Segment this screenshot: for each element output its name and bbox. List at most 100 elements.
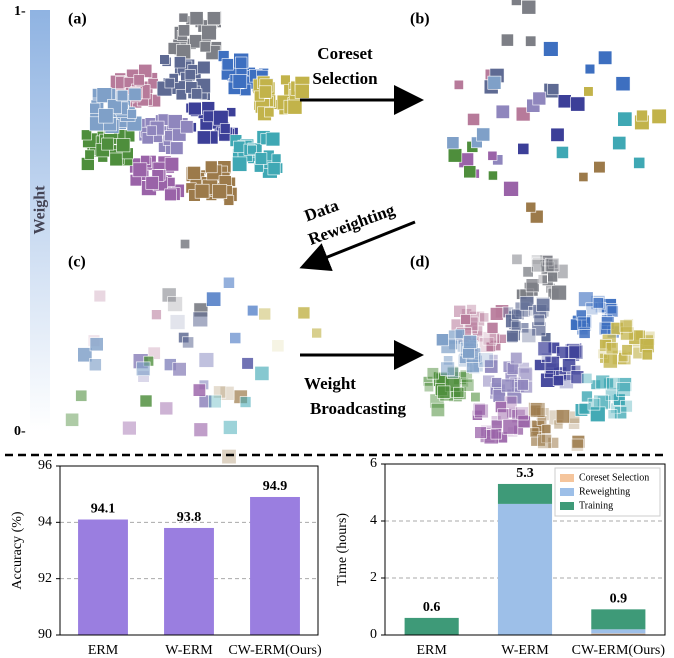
image-thumb: [164, 77, 175, 89]
image-thumb: [641, 349, 653, 361]
image-thumb: [219, 123, 231, 134]
arrow-label: Selection: [312, 69, 378, 88]
image-thumb: [192, 311, 209, 328]
image-thumb: [201, 24, 217, 41]
image-thumb: [488, 170, 498, 181]
image-thumb: [525, 201, 537, 213]
image-thumb: [109, 152, 124, 167]
image-thumb: [619, 319, 633, 333]
image-thumb: [199, 41, 211, 53]
image-thumb: [517, 379, 529, 391]
image-thumb: [219, 385, 235, 401]
image-thumb: [65, 412, 79, 427]
image-thumb: [584, 63, 596, 75]
image-thumb: [461, 378, 475, 392]
image-thumb: [84, 149, 95, 160]
image-thumb: [570, 370, 585, 384]
weight-bar: [30, 10, 50, 432]
arrow-label: Coreset: [317, 44, 373, 63]
image-thumb: [473, 402, 486, 416]
image-thumb: [127, 109, 137, 119]
image-thumb: [551, 284, 567, 301]
image-thumb: [258, 307, 272, 321]
legend-label: Reweighting: [579, 486, 630, 497]
image-thumb: [467, 113, 480, 126]
image-thumb: [212, 184, 228, 199]
image-thumb: [287, 99, 303, 115]
image-thumb: [470, 391, 481, 403]
image-thumb: [616, 382, 631, 397]
image-thumb: [487, 75, 502, 90]
image-thumb: [571, 435, 585, 449]
image-thumb: [581, 372, 593, 384]
image-thumb: [146, 125, 157, 136]
image-thumb: [605, 342, 619, 355]
image-thumb: [598, 321, 613, 336]
image-thumb: [89, 358, 102, 372]
image-thumb: [239, 396, 252, 408]
bar-segment: [497, 483, 553, 504]
image-thumb: [497, 408, 510, 421]
image-thumb: [221, 58, 234, 71]
image-thumb: [164, 157, 179, 172]
image-thumb: [557, 94, 572, 109]
y-tick-label: 0: [370, 627, 377, 642]
bar: [78, 519, 128, 635]
image-thumb: [478, 352, 494, 368]
legend-swatch: [560, 488, 574, 496]
arrow-label: Weight: [304, 374, 356, 393]
y-tick-label: 92: [38, 571, 52, 586]
image-thumb: [578, 326, 591, 339]
plot-frame: [59, 465, 319, 636]
image-thumb: [446, 136, 460, 150]
image-thumb: [463, 165, 477, 179]
x-tick-label: W-ERM: [165, 643, 213, 658]
image-thumb: [636, 109, 648, 122]
image-thumb: [502, 418, 519, 435]
panel-label: (d): [410, 254, 430, 271]
image-thumb: [161, 287, 177, 303]
image-thumb: [578, 403, 590, 415]
image-thumb: [466, 304, 477, 315]
image-thumb: [194, 183, 210, 199]
total-label: 0.6: [423, 600, 441, 615]
total-label: 0.9: [610, 592, 628, 607]
image-thumb: [506, 329, 519, 343]
image-thumb: [489, 307, 504, 321]
image-thumb: [221, 449, 237, 465]
panel-label: (b): [410, 11, 430, 28]
image-thumb: [206, 291, 222, 307]
image-thumb: [607, 409, 618, 420]
plot-frame: [384, 463, 666, 636]
image-thumb: [178, 24, 191, 37]
bar-segment: [591, 629, 646, 634]
image-thumb: [602, 353, 618, 369]
image-thumb: [430, 402, 445, 417]
image-thumb: [172, 362, 187, 377]
image-thumb: [550, 127, 565, 142]
image-thumb: [180, 120, 194, 134]
image-thumb: [484, 359, 499, 374]
legend-label: Training: [579, 500, 613, 511]
image-thumb: [96, 87, 113, 103]
image-thumb: [570, 96, 586, 112]
arrow-label: Broadcasting: [310, 399, 407, 418]
image-thumb: [487, 150, 498, 161]
embedding-clusters: [65, 0, 667, 465]
image-thumb: [578, 172, 589, 182]
weight-bottom: 0-: [14, 424, 26, 439]
bar-segment: [591, 609, 646, 630]
image-thumb: [500, 33, 514, 47]
image-thumb: [517, 143, 530, 155]
x-tick-label: ERM: [88, 643, 119, 658]
image-thumb: [175, 89, 187, 101]
image-thumb: [207, 11, 221, 26]
image-thumb: [265, 131, 281, 147]
image-thumb: [543, 41, 559, 57]
image-thumb: [197, 130, 211, 145]
y-tick-label: 2: [370, 570, 377, 585]
image-thumb: [547, 271, 558, 283]
image-thumb: [633, 157, 646, 169]
image-thumb: [116, 138, 131, 153]
